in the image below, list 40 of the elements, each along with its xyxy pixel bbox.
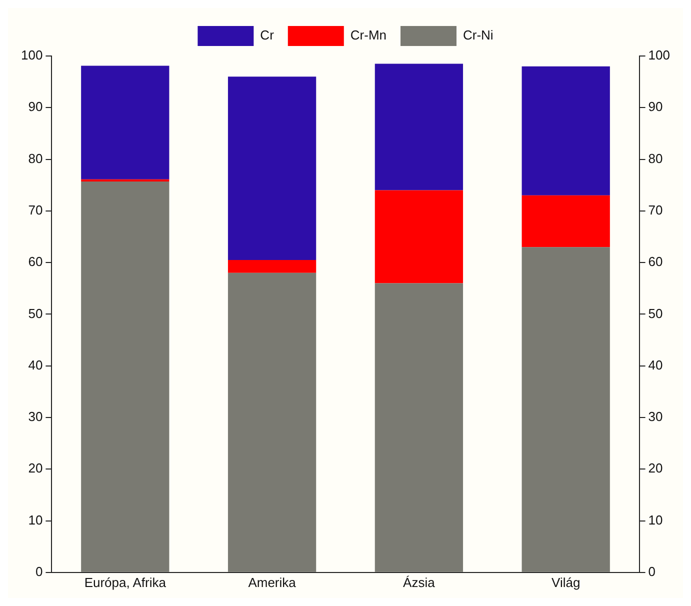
y2-tick-label: 60 bbox=[648, 254, 663, 270]
y-tick-label: 20 bbox=[28, 460, 43, 476]
bar bbox=[81, 66, 170, 180]
x-tick-label: Amerika bbox=[248, 574, 297, 590]
bar bbox=[374, 283, 464, 572]
bar bbox=[228, 76, 316, 260]
y-tick-label: 50 bbox=[28, 306, 43, 321]
bar bbox=[374, 64, 464, 190]
bar bbox=[522, 247, 610, 572]
y-tick-label: 90 bbox=[28, 99, 43, 114]
y2-tick-label: 50 bbox=[648, 306, 663, 321]
bar bbox=[374, 190, 464, 284]
y2-tick-label: 20 bbox=[648, 460, 663, 476]
y-tick-label: 70 bbox=[28, 202, 43, 218]
legend-label: Cr-Mn bbox=[350, 28, 387, 43]
x-tick-label: Világ bbox=[552, 574, 580, 590]
y2-tick-label: 0 bbox=[648, 564, 656, 579]
x-tick-label: Európa, Afrika bbox=[84, 574, 167, 590]
y-tick-label: 100 bbox=[20, 48, 43, 63]
y2-tick-label: 90 bbox=[648, 99, 663, 114]
bar bbox=[228, 272, 316, 572]
bar bbox=[81, 181, 170, 572]
y2-tick-label: 70 bbox=[648, 202, 663, 218]
y2-tick-label: 80 bbox=[648, 150, 663, 166]
legend-label: Cr bbox=[260, 28, 275, 43]
x-tick-label: Ázsia bbox=[403, 574, 436, 590]
legend-label: Cr-Ni bbox=[463, 28, 494, 43]
y-tick-label: 30 bbox=[28, 409, 43, 424]
y2-tick-label: 100 bbox=[648, 48, 670, 63]
bar bbox=[522, 195, 610, 248]
bar bbox=[522, 66, 610, 196]
y-tick-label: 60 bbox=[28, 254, 43, 270]
bar bbox=[228, 260, 316, 273]
y2-tick-label: 40 bbox=[648, 357, 663, 372]
y2-tick-label: 30 bbox=[648, 409, 663, 424]
y-tick-label: 10 bbox=[28, 512, 43, 528]
y2-tick-label: 10 bbox=[648, 512, 663, 528]
y-tick-label: 40 bbox=[28, 357, 43, 372]
y-tick-label: 80 bbox=[28, 150, 43, 166]
y-tick-label: 0 bbox=[35, 564, 43, 579]
